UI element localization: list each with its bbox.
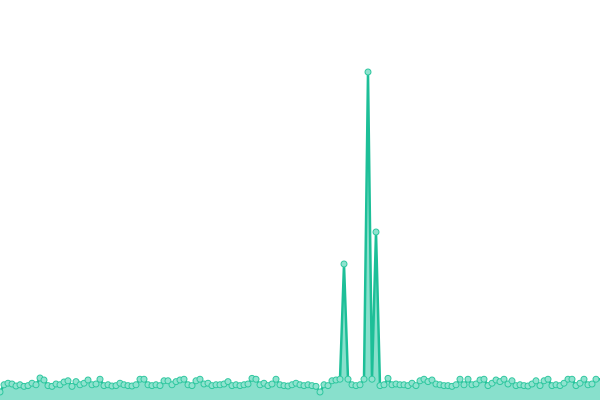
data-point <box>568 375 576 383</box>
data-point <box>68 382 76 390</box>
data-point <box>336 375 344 383</box>
series-markers <box>0 68 600 396</box>
data-point <box>252 375 260 383</box>
data-point <box>500 375 508 383</box>
data-point <box>380 381 388 389</box>
data-point <box>384 374 392 382</box>
data-point <box>456 375 464 383</box>
data-point <box>156 382 164 390</box>
data-point <box>96 375 104 383</box>
data-point <box>464 375 472 383</box>
data-point <box>412 382 420 390</box>
data-point <box>64 377 72 385</box>
data-point <box>32 381 40 389</box>
data-point <box>164 377 172 385</box>
data-point <box>312 382 320 390</box>
data-point <box>544 375 552 383</box>
data-point <box>372 228 380 236</box>
data-point <box>532 377 540 385</box>
data-point <box>268 380 276 388</box>
data-point <box>196 375 204 383</box>
data-point <box>508 377 516 385</box>
data-point <box>140 375 148 383</box>
series-area <box>0 72 600 400</box>
data-point <box>360 375 368 383</box>
data-point <box>340 260 348 268</box>
data-point <box>84 376 92 384</box>
data-point <box>180 375 188 383</box>
data-point <box>40 376 48 384</box>
data-point <box>428 376 436 384</box>
data-point <box>132 381 140 389</box>
data-point <box>452 381 460 389</box>
data-point <box>92 380 100 388</box>
data-point <box>188 382 196 390</box>
data-point <box>0 388 4 396</box>
data-point <box>480 375 488 383</box>
data-point <box>460 381 468 389</box>
data-point <box>576 379 584 387</box>
data-point <box>272 375 280 383</box>
data-point <box>588 380 596 388</box>
data-point <box>368 375 376 383</box>
data-point <box>324 382 332 390</box>
series-line <box>0 70 600 394</box>
data-point <box>316 388 324 396</box>
data-point <box>344 375 352 383</box>
data-point <box>472 380 480 388</box>
data-point <box>356 381 364 389</box>
data-point <box>580 375 588 383</box>
data-point <box>560 379 568 387</box>
data-point <box>536 382 544 390</box>
data-point <box>224 378 232 386</box>
data-point <box>364 68 372 76</box>
data-point <box>244 380 252 388</box>
data-point <box>592 375 600 383</box>
